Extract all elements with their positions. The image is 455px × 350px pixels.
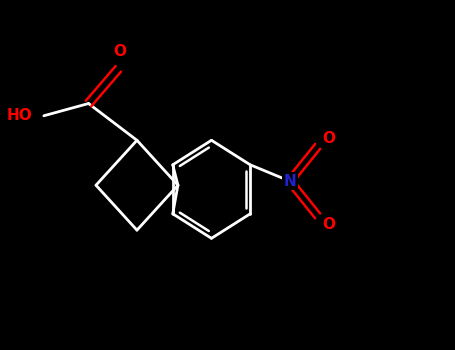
Text: O: O [322,131,335,146]
Text: O: O [322,217,335,231]
Text: HO: HO [7,108,33,123]
Text: N: N [283,174,296,189]
Text: O: O [114,44,126,58]
